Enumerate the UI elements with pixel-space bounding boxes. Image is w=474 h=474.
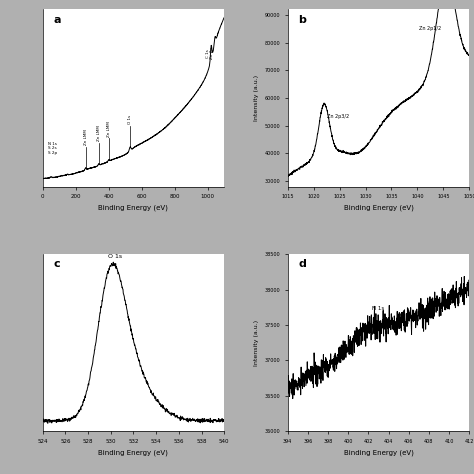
Text: c: c bbox=[54, 259, 60, 269]
Text: O 1s: O 1s bbox=[128, 115, 132, 124]
X-axis label: Binding Energy (eV): Binding Energy (eV) bbox=[99, 205, 168, 211]
Text: O 1s: O 1s bbox=[109, 254, 123, 259]
Y-axis label: Intensity (a.u.): Intensity (a.u.) bbox=[254, 75, 259, 121]
Text: a: a bbox=[54, 15, 61, 25]
Text: Zn 2p3/2: Zn 2p3/2 bbox=[327, 114, 349, 119]
Y-axis label: Intensity (a.u.): Intensity (a.u.) bbox=[254, 319, 259, 366]
X-axis label: Binding Energy (eV): Binding Energy (eV) bbox=[99, 449, 168, 456]
Text: Zn LMM: Zn LMM bbox=[97, 125, 101, 141]
X-axis label: Binding Energy (eV): Binding Energy (eV) bbox=[344, 205, 413, 211]
Text: Zn 2p1/2: Zn 2p1/2 bbox=[419, 26, 441, 31]
Text: C 1s
Zn 2p: C 1s Zn 2p bbox=[206, 47, 214, 59]
Text: N 1s
S 2s
S 2p: N 1s S 2s S 2p bbox=[48, 142, 57, 155]
Text: Zn LMM: Zn LMM bbox=[83, 129, 88, 145]
Text: d: d bbox=[299, 259, 307, 269]
Text: N 1s: N 1s bbox=[373, 306, 384, 311]
Text: b: b bbox=[299, 15, 307, 25]
Text: Zn LMM: Zn LMM bbox=[107, 121, 110, 137]
X-axis label: Binding Energy (eV): Binding Energy (eV) bbox=[344, 449, 413, 456]
